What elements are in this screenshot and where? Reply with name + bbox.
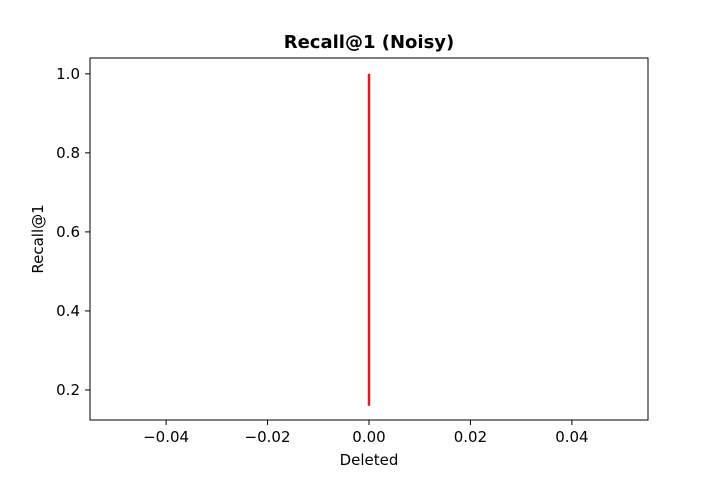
y-tick-label: 0.6 [56, 223, 80, 241]
y-axis: 0.2 0.4 0.6 0.8 1.0 [56, 65, 90, 399]
y-tick-label: 0.2 [56, 381, 80, 399]
y-tick-label: 0.8 [56, 144, 80, 162]
chart-title: Recall@1 (Noisy) [284, 32, 455, 53]
x-axis: −0.04 −0.02 0.00 0.02 0.04 [143, 420, 589, 446]
x-tick-label: −0.02 [245, 428, 291, 446]
x-axis-label: Deleted [340, 451, 399, 469]
x-tick-label: 0.04 [555, 428, 588, 446]
x-tick-label: 0.02 [454, 428, 487, 446]
x-tick-label: −0.04 [143, 428, 189, 446]
x-tick-label: 0.00 [352, 428, 385, 446]
y-axis-label: Recall@1 [29, 204, 47, 273]
y-tick-label: 0.4 [56, 302, 80, 320]
y-tick-label: 1.0 [56, 65, 80, 83]
